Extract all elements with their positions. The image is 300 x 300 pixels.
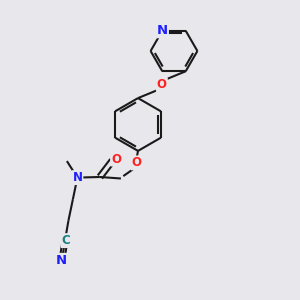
Text: C: C <box>61 234 70 247</box>
Text: N: N <box>72 171 82 184</box>
Text: O: O <box>157 78 167 91</box>
Text: N: N <box>157 24 168 37</box>
Text: O: O <box>111 152 121 166</box>
Text: N: N <box>56 254 68 267</box>
Text: O: O <box>131 156 142 170</box>
